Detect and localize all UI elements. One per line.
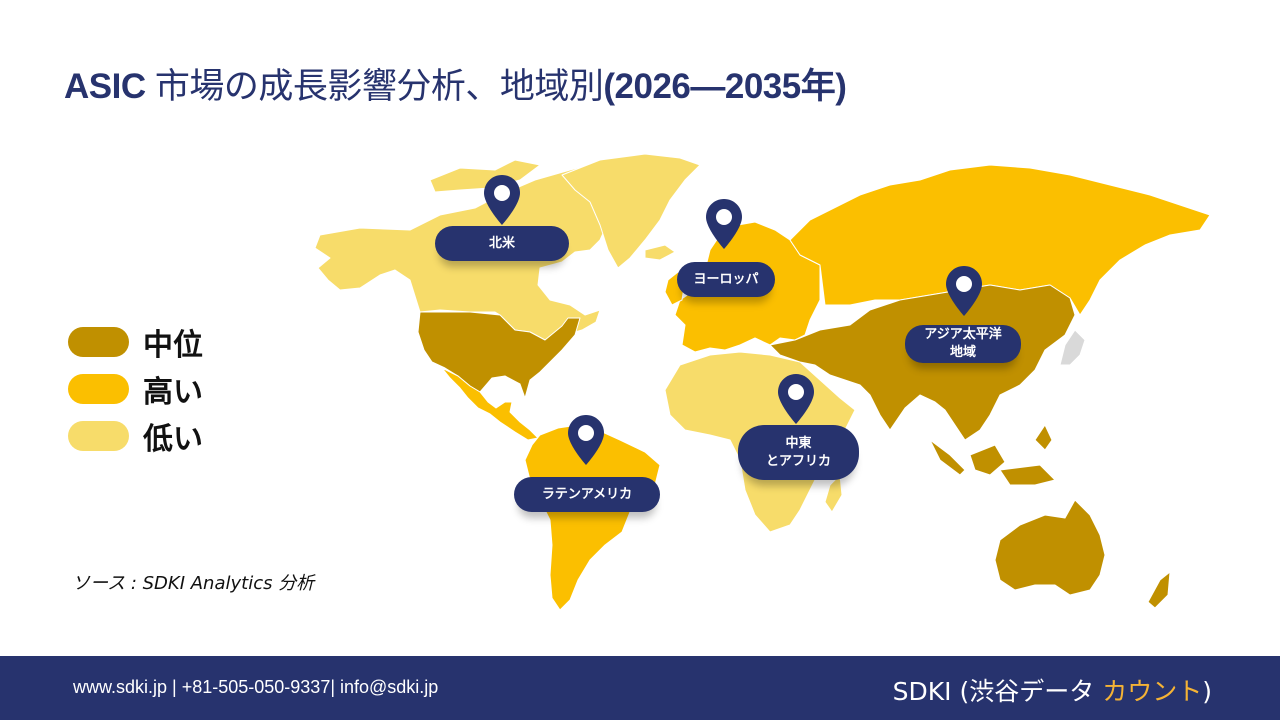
- legend-item-high: 高い: [68, 365, 203, 412]
- region-japan: [1059, 329, 1086, 366]
- region-usa: [417, 311, 581, 399]
- region-arctic-islands: [429, 159, 541, 193]
- map-pin-icon[interactable]: [566, 413, 606, 467]
- region-mexico-central-america: [441, 367, 539, 441]
- title-prefix: ASIC: [64, 67, 146, 106]
- page-title: ASIC 市場の成長影響分析、地域別(2026—2035年): [64, 58, 847, 109]
- world-map: [314, 153, 1211, 611]
- footer-contact: www.sdki.jp | +81-505-050-9337| info@sdk…: [73, 677, 439, 697]
- region-iceland: [644, 244, 676, 261]
- legend-label: 高い: [143, 374, 203, 410]
- legend-label: 中位: [143, 327, 203, 363]
- footer-bar: www.sdki.jp | +81-505-050-9337| info@sdk…: [0, 656, 1280, 720]
- region-australia: [994, 499, 1106, 596]
- brand-prefix: SDKI (渋谷データ: [892, 677, 1103, 706]
- region-new-zealand: [1147, 571, 1171, 609]
- region-greenland: [561, 153, 701, 269]
- map-pin-icon[interactable]: [776, 372, 816, 426]
- legend-swatch-high: [68, 373, 129, 404]
- region-label-north-america[interactable]: 北米: [435, 226, 569, 261]
- legend-item-moderate: 中位: [68, 318, 203, 365]
- map-pin-icon[interactable]: [704, 197, 744, 251]
- brand-accent: カウント: [1102, 677, 1203, 706]
- brand-suffix: ): [1202, 677, 1212, 706]
- region-label-latin-america[interactable]: ラテンアメリカ: [514, 477, 660, 512]
- map-pin-icon[interactable]: [482, 173, 522, 227]
- legend-swatch-low: [68, 420, 129, 451]
- region-label-europe[interactable]: ヨーロッパ: [677, 262, 775, 297]
- region-sea-islands: [929, 424, 1056, 486]
- legend-swatch-moderate: [68, 326, 129, 357]
- region-russia: [789, 164, 1211, 316]
- map-pin-icon[interactable]: [944, 264, 984, 318]
- region-label-middle-east-africa[interactable]: 中東 とアフリカ: [738, 425, 859, 480]
- footer-brand: SDKI (渋谷データ カウント): [893, 672, 1212, 708]
- region-madagascar: [824, 474, 843, 513]
- title-main: 市場の成長影響分析、地域別: [145, 67, 604, 106]
- source-note: ソース : SDKI Analytics 分析: [72, 573, 315, 594]
- region-label-asia-pacific[interactable]: アジア太平洋 地域: [905, 325, 1021, 363]
- legend-label: 低い: [143, 421, 203, 457]
- title-period: (2026—2035年): [603, 67, 847, 106]
- legend-item-low: 低い: [68, 412, 203, 459]
- legend: 中位 高い 低い: [68, 318, 203, 459]
